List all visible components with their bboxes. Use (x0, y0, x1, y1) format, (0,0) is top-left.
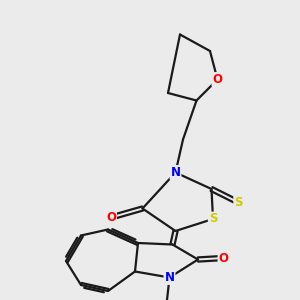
Text: N: N (170, 166, 181, 179)
Text: O: O (212, 73, 223, 86)
Text: N: N (164, 271, 175, 284)
Text: O: O (106, 211, 116, 224)
Text: S: S (209, 212, 217, 226)
Text: S: S (234, 196, 243, 209)
Text: O: O (218, 251, 229, 265)
